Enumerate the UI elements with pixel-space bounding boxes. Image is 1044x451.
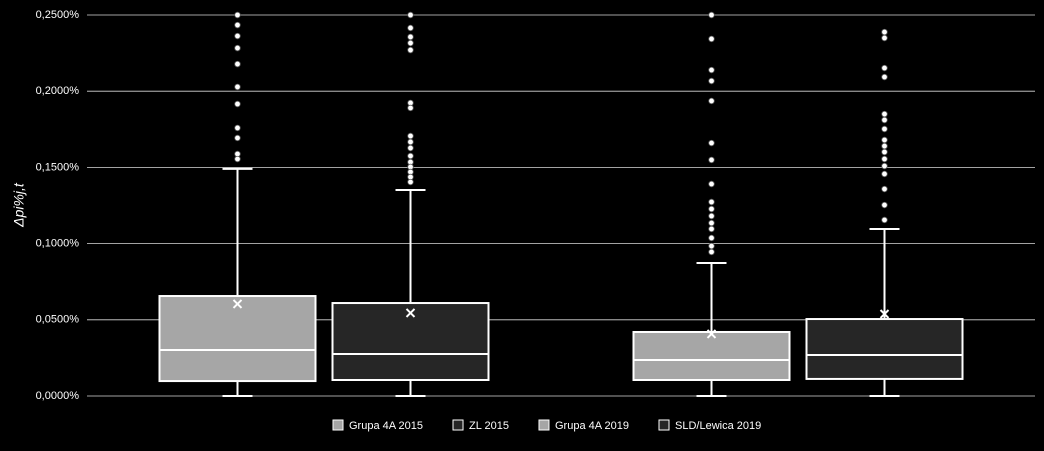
outlier — [708, 156, 715, 164]
outlier — [881, 64, 888, 72]
outlier — [708, 11, 715, 19]
outlier — [234, 60, 241, 68]
outlier — [708, 77, 715, 85]
legend-swatch — [452, 419, 464, 431]
mean-marker — [879, 309, 890, 319]
outlier — [708, 198, 715, 206]
outlier — [234, 155, 241, 163]
outlier — [708, 66, 715, 74]
outlier — [881, 28, 888, 36]
outlier — [881, 136, 888, 144]
outlier — [881, 73, 888, 81]
outlier — [881, 162, 888, 170]
outlier — [407, 138, 414, 146]
outlier — [881, 201, 888, 209]
outlier — [708, 225, 715, 233]
outlier — [708, 205, 715, 213]
box — [331, 302, 490, 381]
outlier — [881, 125, 888, 133]
outlier — [881, 185, 888, 193]
box — [632, 330, 791, 381]
outlier — [234, 32, 241, 40]
outlier — [881, 110, 888, 118]
legend-label: SLD/Lewica 2019 — [675, 420, 761, 432]
mean-marker — [405, 308, 416, 318]
outlier — [407, 152, 414, 160]
y-tick-label: 0,2000% — [36, 85, 80, 97]
outlier — [708, 180, 715, 188]
outlier — [234, 134, 241, 142]
outlier — [234, 124, 241, 132]
outlier — [407, 144, 414, 152]
outlier — [407, 24, 414, 32]
outlier — [881, 148, 888, 156]
legend-label: Grupa 4A 2015 — [349, 420, 423, 432]
outlier — [234, 21, 241, 29]
outlier — [708, 219, 715, 227]
mean-marker — [232, 299, 243, 309]
outlier — [407, 33, 414, 41]
legend-swatch — [538, 419, 550, 431]
outlier — [708, 234, 715, 242]
outlier — [708, 242, 715, 250]
outlier — [234, 83, 241, 91]
outlier — [708, 248, 715, 256]
outlier — [407, 178, 414, 186]
outlier — [407, 104, 414, 112]
y-axis-label: Δpi%j,t — [11, 182, 27, 228]
outlier — [407, 11, 414, 19]
mean-marker — [706, 329, 717, 339]
y-tick-label: 0,0500% — [36, 314, 80, 326]
outlier — [234, 11, 241, 19]
outlier — [881, 216, 888, 224]
y-tick-label: 0,1000% — [36, 238, 80, 250]
outlier — [407, 39, 414, 47]
y-tick-label: 0,2500% — [36, 9, 80, 21]
outlier — [234, 44, 241, 52]
legend-label: ZL 2015 — [469, 420, 509, 432]
outlier — [881, 116, 888, 124]
outlier — [708, 212, 715, 220]
outlier — [407, 46, 414, 54]
outlier — [881, 34, 888, 42]
y-tick-label: 0,1500% — [36, 161, 80, 173]
outlier — [881, 142, 888, 150]
box — [158, 295, 317, 383]
outlier — [881, 170, 888, 178]
outlier — [708, 97, 715, 105]
outlier — [708, 35, 715, 43]
outlier — [881, 155, 888, 163]
box — [805, 318, 964, 380]
legend-swatch — [332, 419, 344, 431]
outlier — [407, 132, 414, 140]
legend-swatch — [658, 419, 670, 431]
outlier — [708, 139, 715, 147]
outlier — [234, 100, 241, 108]
legend-label: Grupa 4A 2019 — [555, 420, 629, 432]
y-tick-label: 0,0000% — [36, 390, 80, 402]
